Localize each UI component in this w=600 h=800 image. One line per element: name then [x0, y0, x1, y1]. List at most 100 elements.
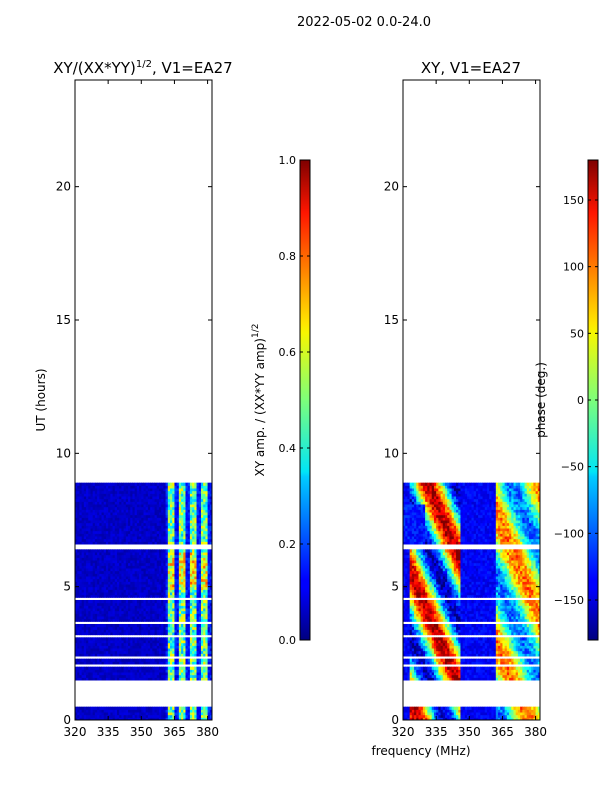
heatmap-cell [207, 506, 211, 510]
heatmap-cell [136, 624, 140, 628]
heatmap-cell [147, 584, 151, 588]
heatmap-cell [156, 677, 160, 681]
heatmap-cell [83, 605, 87, 609]
heatmap-cell [101, 576, 105, 580]
heatmap-cell [130, 714, 133, 718]
heatmap-cell [141, 485, 144, 489]
heatmap-cell [145, 512, 149, 516]
heatmap-cell [205, 570, 209, 574]
heatmap-cell [185, 666, 189, 670]
heatmap-cell [520, 712, 523, 716]
heatmap-cell [99, 496, 103, 500]
heatmap-cell [172, 482, 175, 486]
heatmap-cell [139, 517, 142, 521]
heatmap-cell [531, 677, 534, 681]
heatmap-cell [456, 706, 459, 710]
heatmap-cell [103, 482, 107, 486]
heatmap-cell [97, 584, 100, 588]
heatmap-cell [108, 608, 111, 612]
heatmap-cell [114, 637, 118, 641]
heatmap-cell [141, 624, 144, 628]
heatmap-cell [134, 517, 138, 521]
heatmap-cell [134, 632, 138, 636]
heatmap-cell [196, 592, 200, 596]
heatmap-cell [196, 560, 200, 564]
heatmap-cell [467, 709, 470, 713]
heatmap-cell [108, 594, 111, 598]
heatmap-cell [161, 616, 164, 620]
heatmap-cell [101, 541, 105, 545]
heatmap-cell [449, 672, 453, 676]
heatmap-cell [105, 637, 109, 641]
heatmap-cell [86, 533, 89, 537]
heatmap-cell [99, 568, 103, 572]
heatmap-cell [123, 490, 127, 494]
heatmap-cell [130, 637, 133, 641]
heatmap-cell [88, 560, 91, 564]
heatmap-cell [105, 581, 109, 585]
heatmap-cell [119, 677, 122, 681]
heatmap-cell [207, 613, 211, 617]
heatmap-cell [429, 677, 433, 681]
heatmap-cell [170, 602, 173, 606]
heatmap-cell [103, 530, 107, 534]
heatmap-cell [152, 578, 156, 582]
heatmap-cell [121, 640, 125, 644]
heatmap-cell [196, 557, 200, 561]
heatmap-cell [187, 578, 191, 582]
heatmap-cell [181, 661, 184, 665]
heatmap-cell [125, 541, 129, 545]
heatmap-cell [203, 600, 206, 604]
heatmap-cell [163, 485, 167, 489]
heatmap-cell [165, 570, 169, 574]
heatmap-cell [143, 677, 147, 681]
heatmap-cell [99, 672, 103, 676]
heatmap-cell [453, 709, 457, 713]
heatmap-cell [88, 570, 91, 574]
heatmap-cell [139, 509, 142, 513]
heatmap-cell [92, 645, 96, 649]
heatmap-cell [105, 490, 109, 494]
heatmap-cell [139, 520, 142, 524]
heatmap-cell [130, 549, 133, 553]
heatmap-cell [203, 530, 206, 534]
heatmap-cell [209, 504, 212, 508]
heatmap-cell [99, 669, 103, 673]
heatmap-cell [134, 712, 138, 716]
heatmap-cell [176, 549, 180, 553]
heatmap-cell [163, 517, 167, 521]
heatmap-cell [196, 538, 200, 542]
heatmap-cell [116, 637, 120, 641]
heatmap-cell [114, 632, 118, 636]
heatmap-cell [132, 530, 136, 534]
heatmap-cell [121, 536, 125, 540]
heatmap-cell [77, 501, 80, 505]
heatmap-cell [152, 509, 156, 513]
heatmap-cell [209, 525, 212, 529]
heatmap-cell [145, 522, 149, 526]
heatmap-cell [123, 517, 127, 521]
heatmap-cell [183, 632, 186, 636]
heatmap-cell [75, 594, 78, 598]
heatmap-cell [147, 488, 151, 492]
heatmap-cell [189, 514, 193, 518]
heatmap-cell [185, 624, 189, 628]
heatmap-cell [167, 658, 171, 662]
heatmap-cell [203, 706, 206, 710]
heatmap-cell [119, 578, 122, 582]
heatmap-cell [88, 714, 91, 718]
heatmap-cell [192, 616, 195, 620]
heatmap-cell [200, 528, 204, 532]
heatmap-cell [147, 661, 151, 665]
heatmap-cell [209, 517, 212, 521]
heatmap-cell [139, 541, 142, 545]
heatmap-cell [471, 717, 475, 720]
heatmap-cell [158, 581, 162, 585]
heatmap-cell [187, 482, 191, 486]
heatmap-cell [125, 669, 129, 673]
heatmap-cell [156, 570, 160, 574]
heatmap-cell [178, 624, 182, 628]
heatmap-cell [75, 642, 78, 646]
heatmap-cell [167, 706, 171, 710]
heatmap-cell [150, 557, 153, 561]
